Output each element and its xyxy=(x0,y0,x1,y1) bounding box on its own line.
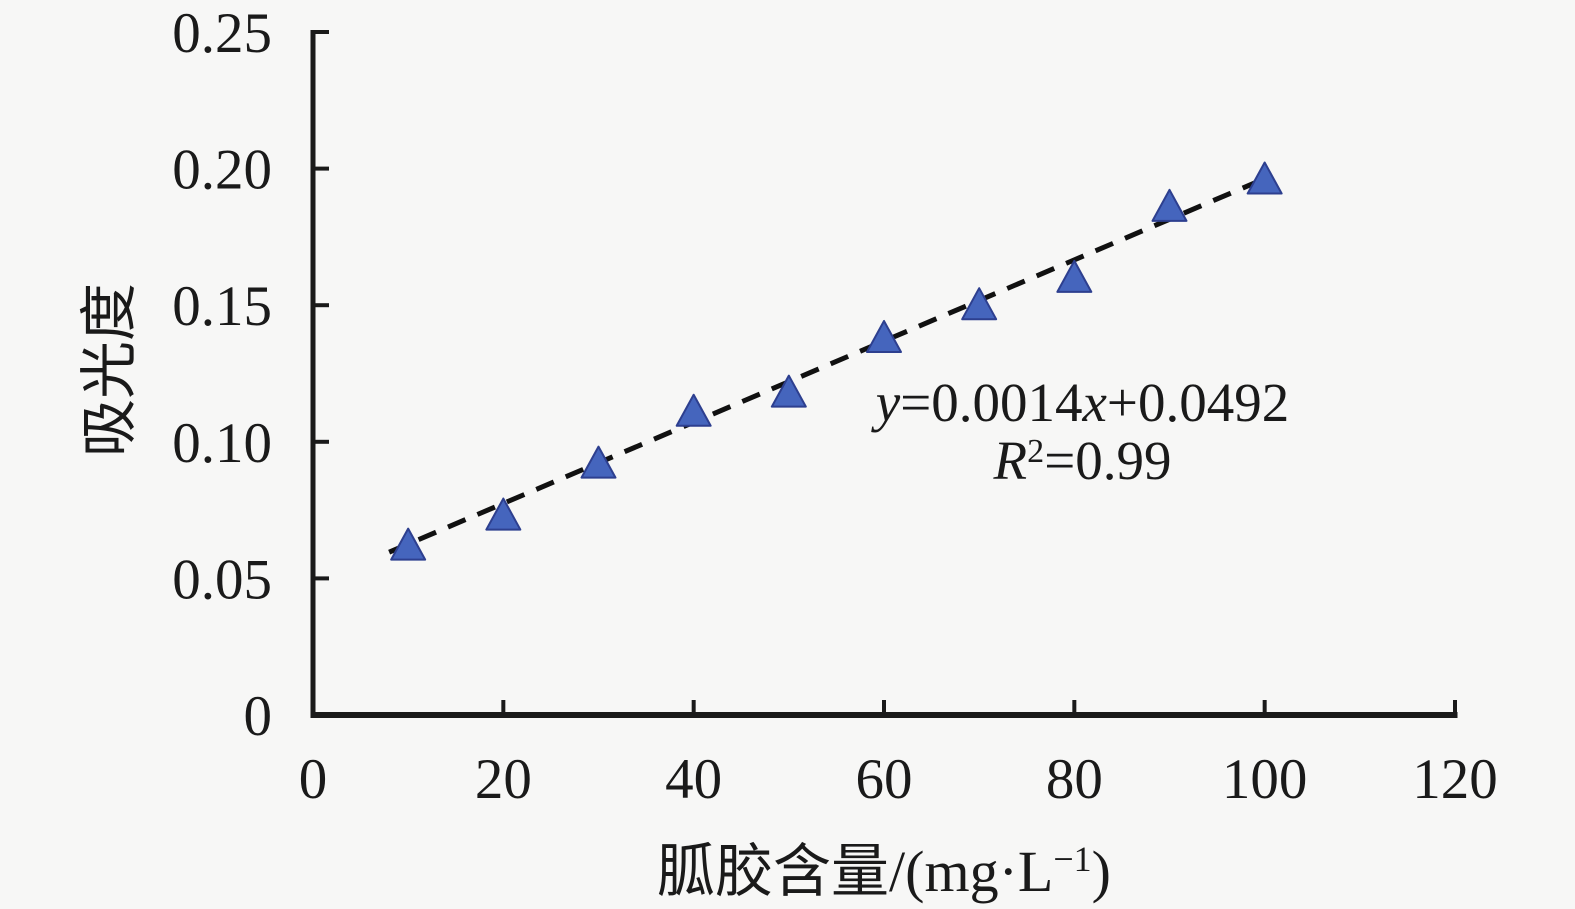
x-axis-title-close: ) xyxy=(1091,839,1111,904)
x-tick-label: 40 xyxy=(665,748,722,811)
y-tick-label: 0.20 xyxy=(172,139,272,202)
equation-var-r: R xyxy=(993,430,1028,492)
trendline-dashed xyxy=(388,173,1272,555)
x-axis-title-text: 胍胶含量/(mg·L xyxy=(657,839,1054,904)
y-tick-label: 0.10 xyxy=(172,412,272,475)
y-tick-label: 0 xyxy=(244,685,273,748)
data-point-triangle xyxy=(1151,188,1188,222)
x-tick-label: 80 xyxy=(1046,748,1103,811)
equation-var-y: y xyxy=(875,372,901,433)
y-axis-title-text: 吸光度 xyxy=(77,282,142,458)
x-tick-label: 60 xyxy=(856,748,913,811)
data-point-triangle xyxy=(580,445,617,479)
equation-r-superscript: 2 xyxy=(1027,433,1045,471)
equation-line-2: R2=0.99 xyxy=(830,432,1335,490)
equation-var-x: x xyxy=(1082,372,1107,433)
equation-intercept: +0.0492 xyxy=(1106,372,1290,433)
x-axis-title: 胍胶含量/(mg·L−1) xyxy=(313,824,1455,908)
data-point-triangle xyxy=(1056,259,1093,293)
x-tick-label: 0 xyxy=(299,748,328,811)
y-tick-label: 0.15 xyxy=(172,275,272,338)
equation-line-1: y=0.0014x+0.0492 xyxy=(830,372,1335,433)
equation-r-value: =0.99 xyxy=(1044,430,1172,492)
trendline-equation: y=0.0014x+0.0492 R2=0.99 xyxy=(830,372,1335,491)
x-tick-label: 100 xyxy=(1222,748,1308,811)
data-point-triangle xyxy=(866,319,902,353)
data-point-triangle xyxy=(961,287,998,321)
equation-slope: =0.0014 xyxy=(900,372,1083,433)
x-axis-title-superscript: −1 xyxy=(1053,839,1092,880)
x-tick-label: 20 xyxy=(475,748,532,811)
data-point-triangle xyxy=(485,497,522,531)
x-tick-label: 120 xyxy=(1412,748,1498,811)
y-axis-title: 吸光度 xyxy=(62,283,146,457)
data-point-triangle xyxy=(770,374,807,408)
data-point-triangle xyxy=(1246,161,1283,195)
y-tick-label: 0.05 xyxy=(172,548,272,611)
y-tick-label: 0.25 xyxy=(172,2,272,65)
data-point-triangle xyxy=(675,393,712,427)
data-point-triangle xyxy=(390,527,427,561)
